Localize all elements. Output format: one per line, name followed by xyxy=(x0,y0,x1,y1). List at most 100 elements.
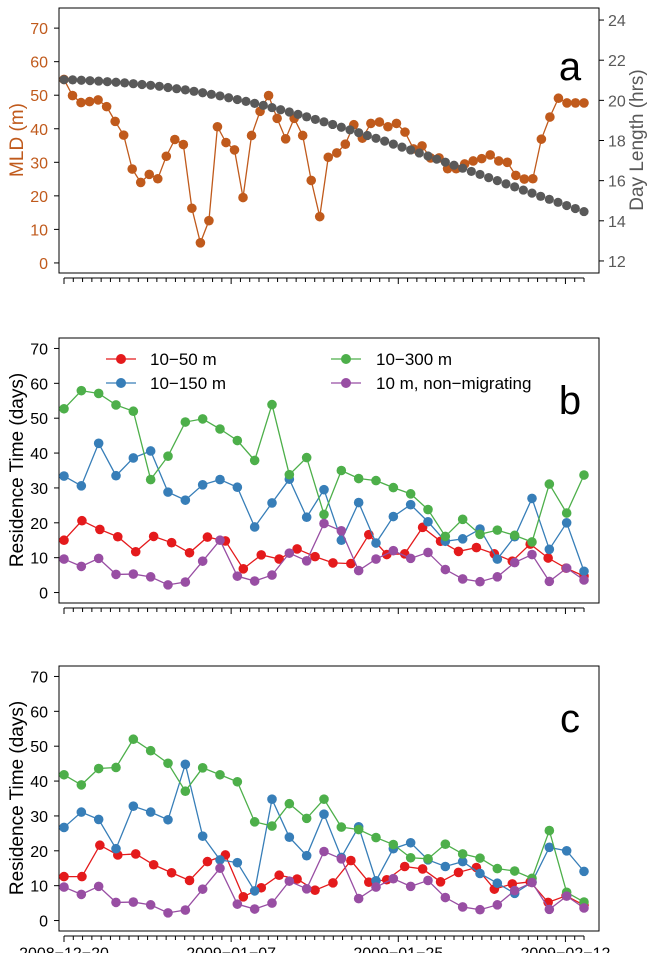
point-s10 xyxy=(371,554,381,564)
legend: 10−50 m 10−150 m 10−300 m 10 m, non−migr… xyxy=(106,350,531,393)
y-tick-label: 60 xyxy=(30,55,48,72)
point-daylength xyxy=(111,77,121,87)
point-s10 xyxy=(180,905,191,915)
point-daylength xyxy=(293,109,303,120)
point-s10 xyxy=(215,535,225,546)
point-s50 xyxy=(148,859,159,870)
point-s300 xyxy=(423,854,433,864)
point-s150 xyxy=(232,482,243,493)
point-s50 xyxy=(543,553,553,563)
y-tick-label: 20 xyxy=(30,516,48,533)
point-s50 xyxy=(310,551,320,562)
point-s10 xyxy=(145,900,156,910)
point-daylength xyxy=(492,176,502,186)
point-s50 xyxy=(292,874,302,884)
point-daylength xyxy=(354,128,364,138)
point-s150 xyxy=(284,832,295,843)
point-daylength xyxy=(128,79,138,89)
point-s50 xyxy=(417,864,428,874)
point-daylength xyxy=(154,81,164,91)
point-s300 xyxy=(509,530,520,541)
y-tick-label: 50 xyxy=(30,88,48,105)
point-mld xyxy=(545,112,555,122)
point-daylength xyxy=(302,112,312,122)
y-tick-label: 70 xyxy=(30,669,48,686)
y-tick-label: 20 xyxy=(30,189,48,206)
legend-item-10-300: 10−300 m xyxy=(331,350,452,369)
point-s50 xyxy=(292,544,302,554)
point-daylength xyxy=(336,122,346,132)
y-tick-right-label: 24 xyxy=(608,13,626,30)
point-s50 xyxy=(435,877,446,887)
point-s50 xyxy=(166,867,177,878)
point-daylength xyxy=(189,86,199,96)
point-s300 xyxy=(59,403,69,414)
point-daylength xyxy=(137,79,147,90)
point-s10 xyxy=(267,898,277,908)
point-s300 xyxy=(249,817,260,827)
point-s150 xyxy=(232,857,243,868)
point-s150 xyxy=(59,471,69,481)
point-s10 xyxy=(440,564,451,575)
point-daylength xyxy=(250,98,260,108)
point-s300 xyxy=(232,435,243,446)
point-mld xyxy=(195,238,206,248)
point-daylength xyxy=(570,203,580,214)
point-s10 xyxy=(163,908,173,918)
point-s50 xyxy=(95,840,105,851)
point-s300 xyxy=(544,825,555,836)
point-mld xyxy=(144,169,155,180)
series-line-s150 xyxy=(63,761,585,895)
panel-a-ylabel-right: Day Length (hrs) xyxy=(627,69,648,211)
point-s10 xyxy=(197,884,208,894)
y-tick-right-label: 20 xyxy=(608,93,626,110)
point-mld xyxy=(323,152,334,163)
x-tick-label: 2009−01−25 xyxy=(353,945,443,953)
point-s300 xyxy=(388,839,399,850)
point-mld xyxy=(493,156,504,166)
point-s50 xyxy=(59,535,69,546)
point-mld xyxy=(314,211,325,222)
point-mld xyxy=(152,173,163,184)
point-mld xyxy=(553,93,564,104)
panel-a-xticks xyxy=(63,277,585,284)
legend-label: 10 m, non−migrating xyxy=(376,374,531,393)
point-daylength xyxy=(102,77,112,87)
point-s10 xyxy=(180,577,191,587)
point-mld xyxy=(476,153,487,164)
point-s300 xyxy=(197,763,208,773)
point-mld xyxy=(238,192,248,203)
point-s300 xyxy=(163,758,173,769)
point-daylength xyxy=(371,133,381,143)
point-mld xyxy=(221,137,231,148)
point-s300 xyxy=(284,798,295,809)
point-s10 xyxy=(544,576,555,587)
point-s10 xyxy=(423,547,433,558)
y-tick-label: 50 xyxy=(30,411,48,428)
point-daylength xyxy=(397,142,407,152)
legend-label: 10−150 m xyxy=(150,374,226,393)
panel-c-frame xyxy=(58,665,600,932)
point-mld xyxy=(502,157,513,168)
point-mld xyxy=(170,134,180,145)
point-s150 xyxy=(180,495,191,505)
point-mld xyxy=(383,121,393,132)
y-tick-right-label: 18 xyxy=(608,134,626,151)
panel-a-letter: a xyxy=(559,45,582,89)
point-s10 xyxy=(371,882,381,892)
point-s150 xyxy=(405,499,416,510)
point-mld xyxy=(178,139,189,150)
point-s50 xyxy=(95,524,105,535)
point-s150 xyxy=(93,814,104,825)
point-s10 xyxy=(111,569,121,580)
point-s10 xyxy=(475,904,485,915)
y-tick-label: 30 xyxy=(30,809,48,826)
point-mld xyxy=(187,203,197,214)
point-s10 xyxy=(440,892,451,903)
point-s150 xyxy=(180,759,191,770)
point-daylength xyxy=(579,206,589,217)
point-s150 xyxy=(76,481,87,491)
point-mld xyxy=(84,96,95,107)
point-s50 xyxy=(471,542,482,553)
point-s10 xyxy=(128,569,139,579)
